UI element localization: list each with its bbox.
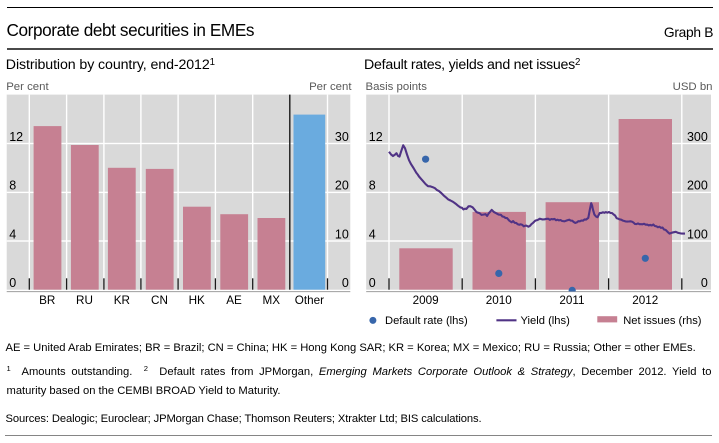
svg-text:0: 0 bbox=[342, 276, 349, 290]
svg-text:8: 8 bbox=[9, 179, 16, 193]
svg-text:2011: 2011 bbox=[559, 294, 584, 307]
svg-text:Default rate (lhs): Default rate (lhs) bbox=[385, 315, 468, 327]
svg-text:12: 12 bbox=[9, 130, 23, 144]
svg-text:8: 8 bbox=[369, 179, 376, 193]
svg-text:10: 10 bbox=[335, 227, 349, 241]
svg-text:AE: AE bbox=[226, 294, 242, 307]
svg-text:2010: 2010 bbox=[486, 294, 513, 307]
svg-text:30: 30 bbox=[335, 130, 349, 144]
svg-text:BR: BR bbox=[39, 294, 55, 307]
svg-text:0: 0 bbox=[369, 276, 376, 290]
svg-text:100: 100 bbox=[687, 227, 708, 241]
svg-text:0: 0 bbox=[9, 276, 16, 290]
svg-text:2009: 2009 bbox=[413, 294, 439, 307]
svg-text:4: 4 bbox=[9, 227, 16, 241]
svg-text:0: 0 bbox=[701, 276, 708, 290]
svg-text:HK: HK bbox=[189, 294, 205, 307]
svg-text:CN: CN bbox=[151, 294, 168, 307]
svg-text:Other: Other bbox=[295, 294, 324, 307]
svg-text:2012: 2012 bbox=[632, 294, 658, 307]
svg-text:300: 300 bbox=[687, 130, 708, 144]
svg-text:12: 12 bbox=[369, 130, 383, 144]
svg-text:Net issues (rhs): Net issues (rhs) bbox=[623, 315, 702, 327]
svg-text:4: 4 bbox=[369, 227, 376, 241]
svg-text:RU: RU bbox=[76, 294, 93, 307]
svg-text:MX: MX bbox=[263, 294, 281, 307]
svg-text:Yield (lhs): Yield (lhs) bbox=[521, 315, 571, 327]
svg-text:KR: KR bbox=[114, 294, 130, 307]
svg-text:20: 20 bbox=[335, 179, 349, 193]
svg-text:200: 200 bbox=[687, 179, 708, 193]
